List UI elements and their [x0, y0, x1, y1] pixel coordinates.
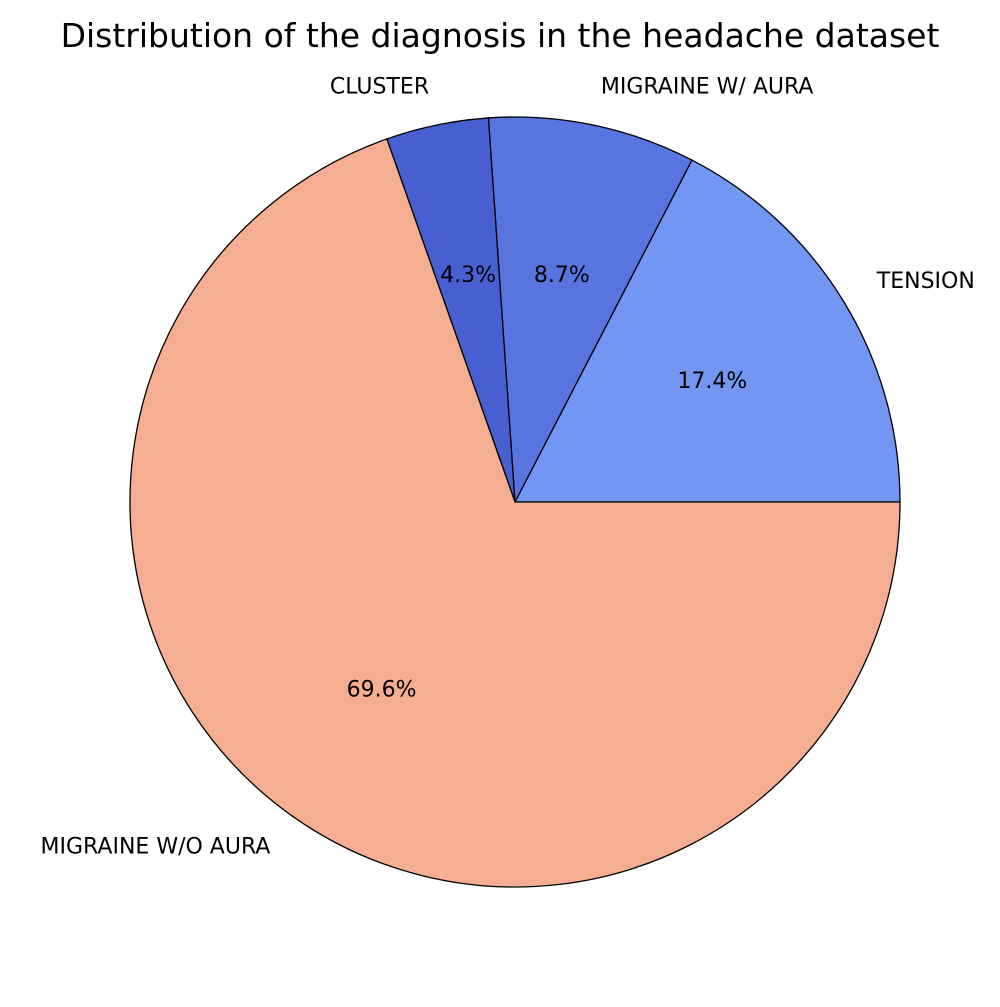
- slice-percent-tension: 17.4%: [677, 369, 747, 394]
- pie-slice-tension: [513, 159, 901, 503]
- slice-percent-cluster: 4.3%: [440, 263, 496, 288]
- pie-labels: TENSION 17.4% MIGRAINE W/ AURA 8.7% CLUSTER 4…: [41, 74, 975, 859]
- slice-label-cluster: CLUSTER: [330, 74, 429, 99]
- slice-label-migraine-w-aura: MIGRAINE W/ AURA: [601, 74, 814, 99]
- pie-slices: [129, 116, 901, 888]
- slice-percent-migraine-w-aura: 8.7%: [534, 263, 590, 288]
- slice-label-migraine-w-o-aura: MIGRAINE W/O AURA: [41, 835, 271, 860]
- slice-percent-migraine-w-o-aura: 69.6%: [347, 678, 417, 703]
- chart-title: Distribution of the diagnosis in the hea…: [61, 16, 940, 55]
- slice-label-tension: TENSION: [876, 269, 975, 294]
- pie-slice-migraine-w-aura: [487, 116, 693, 505]
- pie-slice-migraine-w-o-aura: [129, 138, 901, 888]
